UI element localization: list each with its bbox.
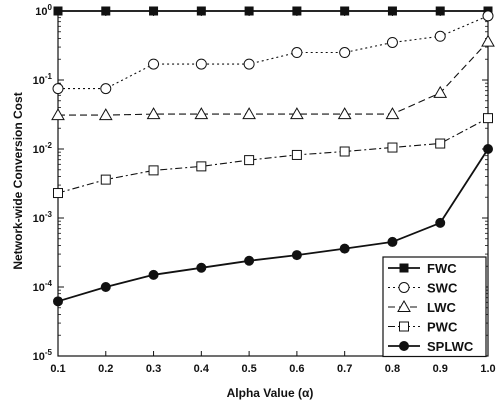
point-lwc: [51, 108, 65, 121]
legend-marker-pwc: [399, 321, 409, 332]
point-pwc: [100, 174, 111, 185]
series-line-splwc: [57, 148, 489, 303]
point-lwc: [337, 107, 352, 120]
point-swc: [291, 47, 303, 59]
y-tick-label: 10-5: [33, 348, 53, 363]
x-tick-label: 0.6: [289, 363, 304, 375]
point-splwc: [387, 236, 398, 247]
series-line-pwc: [57, 117, 489, 194]
point-lwc: [385, 107, 400, 120]
legend-label-fwc: FWC: [427, 261, 457, 276]
point-fwc: [196, 6, 206, 16]
y-tick-label: 10-4: [33, 279, 53, 294]
y-tick-label: 100: [35, 3, 52, 18]
point-swc: [243, 58, 255, 70]
point-fwc: [101, 6, 111, 16]
x-tick-label: 0.9: [433, 363, 448, 375]
point-splwc: [483, 144, 493, 154]
point-splwc: [196, 262, 207, 273]
point-swc: [386, 36, 398, 48]
point-lwc: [146, 107, 161, 120]
point-splwc: [53, 296, 63, 307]
point-pwc: [53, 188, 63, 199]
point-splwc: [148, 269, 159, 280]
point-fwc: [149, 6, 159, 16]
x-tick-label: 0.8: [385, 363, 400, 375]
point-pwc: [483, 113, 493, 124]
point-swc: [195, 58, 207, 70]
y-axis-title: Network-wide Conversion Cost: [11, 92, 25, 269]
point-lwc: [290, 107, 304, 120]
x-axis-title: Alpha Value (α): [227, 386, 314, 400]
point-fwc: [244, 6, 254, 16]
legend-marker-splwc: [399, 341, 409, 351]
x-tick-label: 1.0: [480, 363, 495, 375]
point-lwc: [481, 34, 495, 47]
point-swc: [148, 58, 160, 70]
x-tick-label: 0.5: [241, 363, 256, 375]
legend-label-pwc: PWC: [427, 320, 458, 335]
point-splwc: [339, 243, 350, 254]
point-fwc: [435, 6, 445, 16]
legend-label-swc: SWC: [427, 281, 458, 296]
point-pwc: [291, 149, 302, 160]
point-pwc: [387, 142, 398, 153]
legend-label-splwc: SPLWC: [427, 339, 474, 354]
point-swc: [100, 83, 112, 95]
point-lwc: [433, 85, 448, 98]
legend-marker-lwc: [397, 299, 411, 312]
point-pwc: [339, 146, 350, 157]
point-swc: [434, 30, 446, 42]
y-tick-label: 10-2: [33, 141, 53, 156]
point-pwc: [244, 155, 255, 166]
point-fwc: [53, 6, 63, 16]
legend-label-lwc: LWC: [427, 300, 456, 315]
point-pwc: [148, 165, 159, 176]
series-line-swc: [58, 15, 489, 90]
y-tick-label: 10-1: [33, 72, 53, 87]
point-pwc: [435, 138, 446, 149]
x-tick-label: 0.3: [146, 363, 161, 375]
x-tick-label: 0.2: [98, 363, 113, 375]
point-lwc: [242, 107, 256, 120]
point-splwc: [435, 217, 446, 228]
point-lwc: [194, 107, 209, 120]
point-swc: [482, 10, 494, 22]
point-splwc: [244, 255, 255, 266]
point-swc: [339, 47, 351, 59]
point-fwc: [387, 6, 397, 16]
x-tick-label: 0.1: [50, 363, 65, 375]
x-tick-label: 0.7: [337, 363, 352, 375]
point-splwc: [291, 250, 302, 261]
series-line-lwc: [58, 41, 489, 116]
y-tick-label: 10-3: [33, 210, 53, 225]
point-swc: [52, 83, 64, 95]
point-splwc: [100, 282, 111, 292]
point-lwc: [98, 108, 113, 121]
x-tick-label: 0.4: [194, 363, 210, 375]
legend-marker-swc: [398, 282, 410, 293]
legend-marker-fwc: [399, 263, 409, 273]
point-fwc: [292, 6, 302, 16]
point-fwc: [340, 6, 350, 16]
point-pwc: [196, 161, 207, 172]
